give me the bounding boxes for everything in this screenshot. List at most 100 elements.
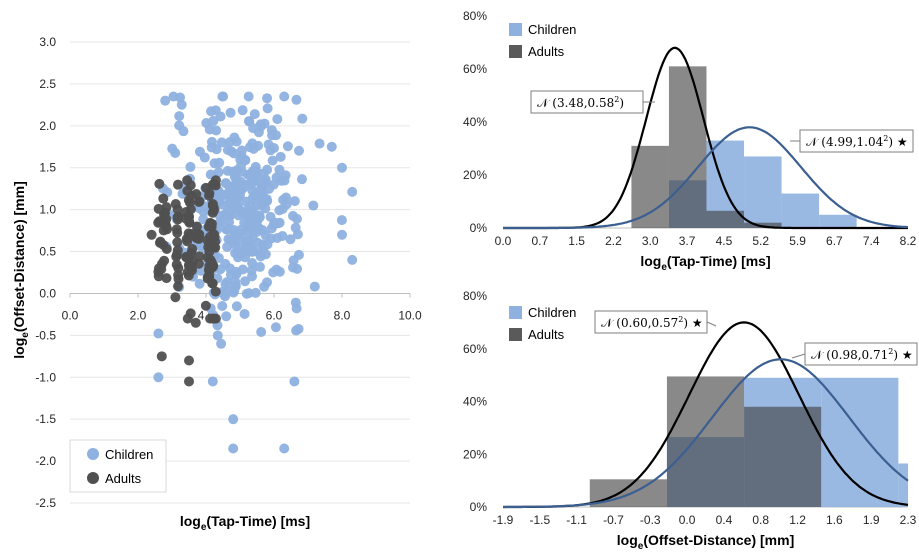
child-point: [337, 162, 347, 173]
hist-xtick-label: -1.9: [493, 513, 514, 527]
child-point: [204, 124, 215, 135]
legend-adults-marker: [87, 472, 99, 484]
children-bar: [898, 463, 908, 507]
adult-point: [182, 313, 193, 324]
adults-bar: [631, 145, 669, 228]
hist-xtick-label: -1.1: [566, 513, 587, 527]
child-point: [228, 148, 239, 159]
child-point: [240, 155, 251, 166]
hist-xtick-label: 0.4: [716, 513, 733, 527]
scatter-xtick-label: 6.0: [266, 308, 283, 322]
child-point: [226, 206, 237, 217]
adult-point: [171, 259, 182, 270]
adult-point: [204, 188, 215, 199]
adult-point: [171, 224, 182, 235]
hist-ytick-label: 0%: [470, 500, 488, 514]
adult-point: [182, 175, 193, 186]
offset-distance-histogram: 0% 20% 40% 60% 80% -1.9 -1.5 -1.1 -0.7 -0.3 0.0 0.4…: [463, 289, 918, 552]
child-point: [308, 200, 319, 211]
hist-xtick-label: 0.0: [679, 513, 696, 527]
child-point: [262, 277, 273, 288]
legend-adults-label: Adults: [528, 44, 565, 59]
child-point: [314, 138, 325, 149]
child-point: [167, 143, 178, 154]
hist-xtick-label: 8.2: [900, 234, 917, 248]
child-point: [294, 145, 305, 156]
adult-point: [155, 236, 166, 247]
child-point: [236, 236, 247, 247]
hist-xtick-label: 6.7: [826, 234, 843, 248]
adult-point: [187, 243, 198, 254]
child-point: [238, 182, 249, 193]
legend-adults-swatch: [509, 45, 522, 58]
child-point: [262, 239, 273, 250]
scatter-ytick-label: 3.0: [39, 35, 56, 49]
hist-ytick-label: 80%: [463, 289, 487, 303]
adult-point: [182, 185, 193, 196]
adult-point: [184, 376, 194, 387]
child-point: [279, 443, 290, 454]
hist-xtick-label: 7.4: [863, 234, 880, 248]
fit-annotation-label: 𝒩 (0.60,0.572) ★: [601, 315, 703, 330]
hist-xtick-label: 5.9: [789, 234, 806, 248]
child-point: [270, 322, 281, 333]
child-point: [239, 308, 250, 319]
adult-point: [182, 267, 193, 278]
child-point: [224, 136, 235, 147]
child-point: [261, 194, 272, 205]
child-point: [291, 94, 302, 105]
child-point: [272, 114, 283, 125]
child-point: [285, 234, 296, 245]
scatter-ytick-label: 2.5: [39, 77, 56, 91]
child-point: [290, 297, 301, 308]
tap-time-histogram: 0% 20% 40% 60% 80% 0.0 0.7 1.5 2.2 3.0 3.7 4.5 5.2 5.…: [463, 9, 917, 273]
child-point: [243, 91, 254, 102]
adults-bar: [666, 376, 745, 507]
hist-ytick-label: 20%: [463, 447, 487, 461]
child-point: [241, 196, 252, 207]
hist-ytick-label: 40%: [463, 395, 487, 409]
adult-point: [154, 216, 165, 227]
child-point: [236, 145, 247, 156]
child-point: [309, 281, 320, 292]
children-bar: [744, 156, 782, 228]
scatter-legend: Children Adults: [69, 439, 167, 493]
scatter-ytick-label: 1.5: [39, 161, 56, 175]
child-point: [260, 203, 271, 214]
child-point: [277, 203, 288, 214]
hist-xtick-label: 1.6: [826, 513, 843, 527]
adult-point: [158, 193, 169, 204]
adult-point: [183, 195, 194, 206]
child-point: [209, 158, 220, 169]
children-bar: [781, 193, 820, 228]
child-point: [231, 174, 242, 185]
child-point: [240, 276, 251, 287]
adult-point: [172, 179, 183, 190]
adult-point: [207, 313, 218, 324]
adult-point: [172, 204, 183, 215]
adult-point: [171, 249, 182, 260]
scatter-ylabel: loge(Offset-Distance) [mm]: [11, 181, 31, 358]
child-point: [247, 258, 258, 269]
hist-xtick-label: 0.8: [752, 513, 769, 527]
child-point: [274, 217, 285, 228]
hist-xtick-label: 3.7: [679, 234, 696, 248]
child-point: [347, 186, 358, 197]
child-point: [347, 254, 358, 265]
adult-point: [207, 261, 218, 272]
child-point: [153, 372, 164, 383]
children-fit-curve: [503, 358, 909, 509]
child-point: [160, 95, 171, 106]
adult-point: [182, 236, 193, 247]
child-point: [326, 141, 337, 152]
child-point: [230, 276, 241, 287]
child-point: [216, 215, 227, 226]
child-point: [268, 179, 279, 190]
hist-xtick-label: 0.7: [531, 234, 548, 248]
legend-children-swatch: [509, 306, 522, 319]
scatter-ytick-label: -1.5: [35, 412, 56, 426]
adult-point: [183, 253, 194, 264]
adult-point: [207, 200, 218, 211]
adults-bar: [668, 66, 707, 228]
adult-point: [207, 179, 218, 190]
